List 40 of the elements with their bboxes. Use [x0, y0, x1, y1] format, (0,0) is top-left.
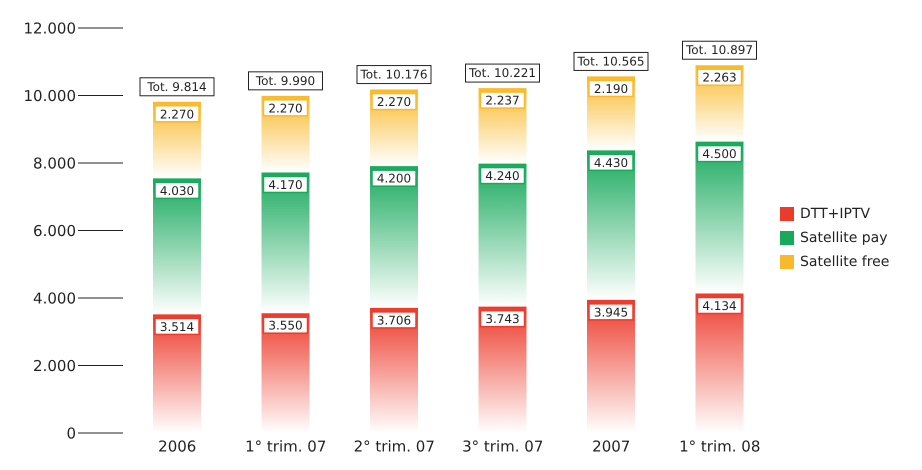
data-label: 3.743 [485, 312, 520, 326]
y-tick-label: 0 [66, 424, 76, 442]
x-tick-label: 2007 [592, 438, 630, 456]
x-tick-label: 2° trim. 07 [354, 438, 435, 456]
data-label: 4.200 [376, 172, 412, 186]
y-tick-label: 6.000 [33, 222, 76, 240]
data-label: 2.270 [268, 101, 303, 116]
data-label: 2.263 [702, 70, 737, 85]
x-tick-label: 1° trim. 08 [679, 438, 760, 456]
data-label: 2.190 [594, 82, 628, 96]
total-label: Tot. 10.565 [576, 54, 644, 68]
data-label: 4.500 [702, 147, 737, 162]
data-label: 3.550 [268, 318, 303, 333]
x-tick-label: 1° trim. 07 [245, 438, 326, 456]
total-label: Tot. 9.814 [146, 80, 207, 94]
data-label: 4.134 [702, 298, 737, 313]
data-label: 4.030 [160, 184, 194, 198]
data-label: 4.430 [594, 156, 628, 170]
data-label: 2.270 [376, 95, 412, 110]
y-tick-label: 2.000 [33, 356, 76, 375]
data-label: 3.945 [594, 305, 628, 320]
data-label: 2.270 [160, 107, 194, 122]
x-tick-label: 3° trim. 07 [462, 438, 544, 456]
total-label: Tot. 10.176 [360, 68, 428, 82]
y-tick-label: 4.000 [33, 289, 76, 308]
data-label: 3.706 [376, 313, 412, 328]
total-label: Tot. 10.897 [685, 43, 753, 58]
data-label: 4.170 [268, 178, 303, 192]
x-tick-label: 2006 [158, 438, 196, 456]
total-label: Tot. 10.221 [468, 66, 536, 80]
total-label: Tot. 9.990 [254, 74, 316, 88]
y-tick-label: 8.000 [33, 154, 76, 172]
legend-label: Satellite pay [800, 230, 888, 246]
y-tick-label: 12.000 [24, 19, 76, 38]
legend-label: Satellite free [800, 254, 890, 270]
data-label: 3.514 [160, 320, 194, 334]
data-label: 2.237 [485, 94, 520, 108]
legend-label: DTT+IPTV [800, 206, 870, 222]
y-tick-label: 10.000 [24, 86, 76, 105]
data-label: 4.240 [485, 169, 520, 184]
